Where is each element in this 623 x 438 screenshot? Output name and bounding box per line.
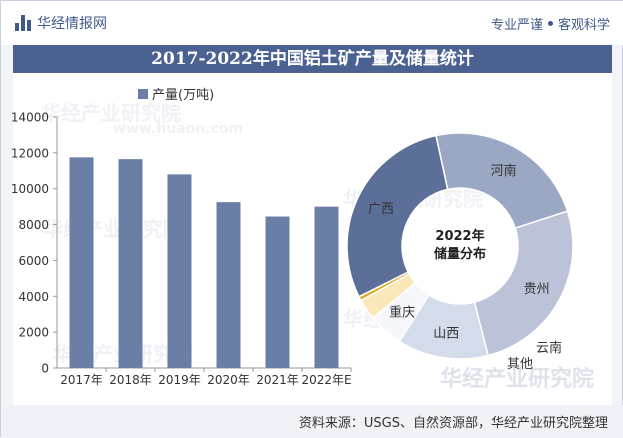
x-tick-label: 2021年: [256, 373, 299, 387]
x-tick-label: 2019年: [158, 373, 201, 387]
chart-title: 2017-2022年中国铝土矿产量及储量统计: [13, 45, 612, 73]
bar-chart: 0 2000 4000 6000 8000 10000 12000 14000 2017年 201…: [11, 88, 352, 387]
x-tick-label: 2020年: [207, 373, 250, 387]
bar: [118, 159, 143, 368]
bar-chart-logo-icon: [15, 15, 31, 31]
donut-center-title: 2022年: [435, 228, 484, 244]
bar: [216, 202, 241, 368]
bar: [265, 216, 290, 368]
y-tick-label: 8000: [18, 218, 49, 232]
donut-slice-label: 云南: [536, 340, 562, 356]
donut-slice-label: 广西: [368, 202, 394, 217]
x-tick-label: 2018年: [109, 373, 152, 387]
donut-slice-label: 贵州: [524, 282, 550, 297]
brand: 华经情报网: [15, 13, 107, 33]
y-tick-label: 10000: [11, 182, 49, 196]
donut-slice-label: 重庆: [389, 305, 415, 321]
donut-slice: [435, 132, 569, 230]
brand-name: 华经情报网: [37, 16, 107, 32]
slogan-right: 客观科学: [557, 17, 610, 33]
y-tick-label: 0: [41, 362, 49, 376]
y-tick-label: 6000: [18, 254, 49, 268]
y-tick-label: 2000: [18, 326, 49, 340]
dot-separator-icon: [547, 20, 553, 26]
donut-slice-label: 河南: [491, 163, 517, 179]
slogan: 专业严谨 客观科学: [491, 13, 610, 33]
top-header: 华经情报网 专业严谨 客观科学: [1, 1, 623, 45]
bar: [167, 174, 192, 368]
donut-slice: [346, 134, 449, 298]
slogan-left: 专业严谨: [490, 17, 543, 33]
y-tick-label: 12000: [11, 146, 49, 160]
bar: [314, 206, 339, 368]
donut-slice: [473, 210, 574, 357]
x-tick-label: 2022年E: [301, 373, 351, 387]
source-note: 资料来源：USGS、自然资源部，华经产业研究院整理: [298, 416, 608, 431]
y-tick-label: 4000: [18, 290, 49, 304]
watermark-brand-corner: 华经产业研究院: [439, 367, 594, 392]
legend-label: 产量(万吨): [152, 88, 214, 103]
donut-slice-label: 山西: [433, 326, 459, 341]
donut-center-subtitle: 储量分布: [433, 246, 486, 262]
legend-swatch: [138, 89, 148, 99]
chart-svg: 0 2000 4000 6000 8000 10000 12000 14000 2017年 201…: [11, 88, 574, 387]
donut-slice-label: 其他: [507, 357, 533, 372]
footer: 资料来源：USGS、自然资源部，华经产业研究院整理: [1, 405, 623, 438]
y-tick-label: 14000: [11, 111, 49, 125]
bar: [69, 157, 94, 368]
x-tick-label: 2017年: [60, 373, 103, 387]
